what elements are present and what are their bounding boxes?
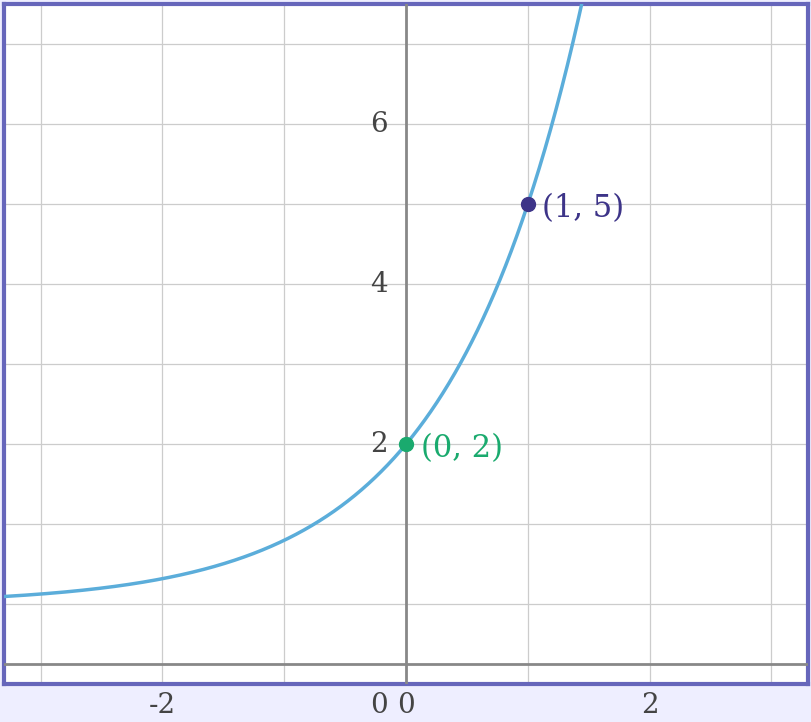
Text: 6: 6	[370, 110, 388, 138]
Text: 0: 0	[397, 692, 414, 719]
Text: 0: 0	[370, 692, 388, 719]
Text: 2: 2	[370, 431, 388, 458]
Text: 2: 2	[640, 692, 658, 719]
Text: -2: -2	[148, 692, 176, 719]
Text: 4: 4	[370, 271, 388, 297]
Text: (1, 5): (1, 5)	[542, 193, 624, 224]
Text: (0, 2): (0, 2)	[420, 432, 502, 464]
